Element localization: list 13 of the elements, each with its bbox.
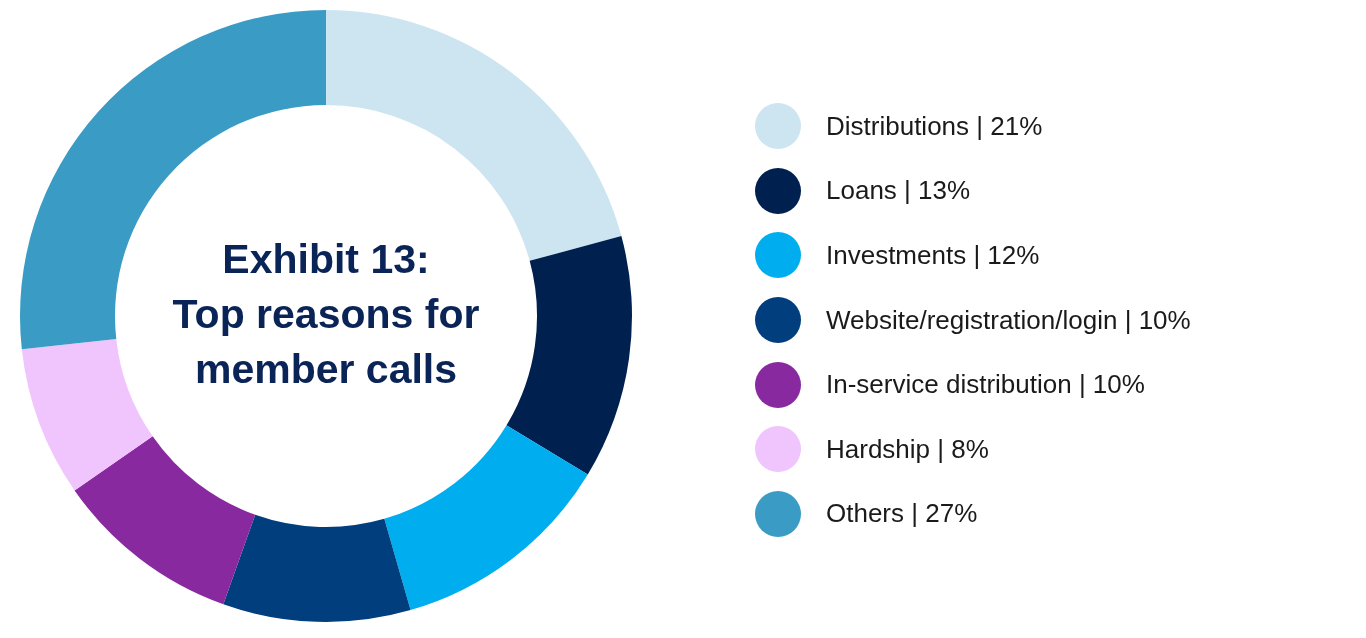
donut-slice — [223, 514, 411, 622]
donut-slice — [21, 338, 153, 491]
legend-label: Distributions | 21% — [826, 110, 1043, 142]
legend-label: In-service distribution | 10% — [826, 369, 1145, 401]
legend-label: Loans | 13% — [826, 175, 971, 207]
legend-label: Hardship | 8% — [826, 433, 989, 465]
donut-slice — [384, 425, 588, 611]
legend-label: Others | 27% — [826, 498, 978, 530]
legend-label: Website/registration/login | 10% — [826, 304, 1191, 336]
donut-slice — [74, 436, 256, 605]
donut-slice — [506, 236, 632, 475]
legend-label: Investments | 12% — [826, 239, 1040, 271]
text: Exhibit 13: Top reasons for member calls — [171, 235, 481, 394]
